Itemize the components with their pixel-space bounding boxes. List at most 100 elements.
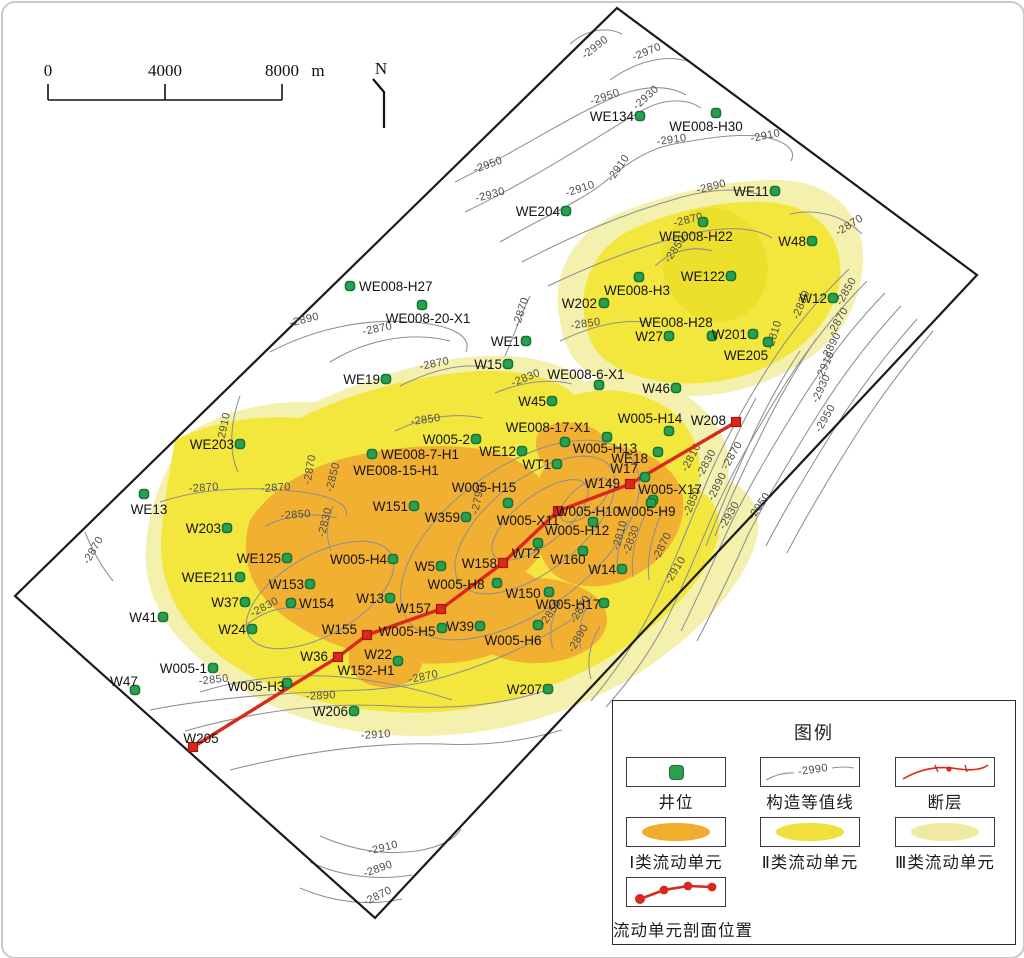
contour-value-label: -2850 [570,316,602,332]
well-marker [435,560,447,572]
well-label: W206 [313,704,348,719]
well-marker [806,235,818,247]
well-marker [392,655,404,667]
well-label: WE008-H3 [604,283,670,298]
well-marker [221,522,233,534]
well-label: W005-2 [423,432,470,447]
well-marker [697,216,709,228]
well-label: W005-H5 [378,624,435,639]
well-label: W22 [364,647,392,662]
legend: 图例 -2990 井位 构造等值线 断层 [612,700,1016,945]
well-label: W24 [218,622,246,637]
well-label: W158 [462,556,497,571]
well-marker [234,571,246,583]
well-marker [129,684,141,696]
well-marker [207,662,219,674]
well-label: WE008-15-H1 [353,463,439,478]
well-marker [281,677,293,689]
well-marker [769,185,781,197]
class2-unit-core [662,207,768,323]
well-label: W36 [300,649,328,664]
structural-contour-lines [84,29,934,904]
contour-value-label: -2850 [198,672,229,687]
contour-value-label: -2870 [302,454,319,486]
well-marker [762,336,774,348]
well-label: WE008-7-H1 [381,447,459,462]
contour-value-label: -2870 [511,296,532,328]
contour-value-label: -2950 [589,87,621,108]
class2-unit-icon [776,822,844,841]
well-label: W005-X11 [497,513,560,528]
well-label: W005-1 [160,661,207,676]
well-label: WE008-20-X1 [386,311,471,326]
contour-value-label: -2850 [410,412,442,428]
well-marker [634,110,646,122]
well-marker [304,578,316,590]
contour-value-label: -2890 [305,689,336,703]
well-label: W37 [211,595,239,610]
section-point-marker [624,478,636,490]
well-marker [827,292,839,304]
contour-value-label: -2910 [564,179,596,200]
well-label: W005-H3 [227,679,284,694]
well-label: W359 [425,510,460,525]
well-marker [502,497,514,509]
well-label: WE204 [516,204,561,219]
well-label: W48 [778,234,806,249]
well-label: W5 [415,559,435,574]
well-label: W202 [562,296,597,311]
well-label: WE008-H27 [359,279,433,294]
class3-unit-icon [911,822,979,841]
contour-value-label: -2870 [362,884,394,908]
north-arrow-icon [372,78,386,128]
well-label: WE12 [479,444,516,459]
well-marker [234,438,246,450]
section-point-marker [187,741,199,753]
contour-value-label: -2890 [362,858,394,880]
well-label: W005-H15 [452,480,517,495]
well-label: WE1 [491,334,520,349]
well-label: W005-H9 [618,504,675,519]
well-label: WEE211 [182,570,234,585]
map-boundary [13,6,979,920]
well-marker [246,623,258,635]
well-label: W201 [712,327,747,342]
scale-bar-tick-label: 4000 [148,61,182,80]
well-marker [663,330,675,342]
well-label: WE11 [733,184,769,199]
well-markers: WE134 WE008-H30 WE11 WE204 WE008-H22 W48 WE008… [110,107,839,753]
north-label: N [375,59,387,78]
contour-value-label: -2910 [656,132,688,148]
well-label: W15 [474,357,502,372]
well-label: W005-H8 [427,577,484,592]
well-label: W005-H10 [556,504,621,519]
well-label: WT2 [512,546,541,561]
well-label: W39 [446,619,474,634]
well-marker [747,328,759,340]
contour-value-label: -2870 [81,534,106,566]
well-label: WT1 [523,457,552,472]
section-point-marker [730,416,742,428]
well-label: WE008-17-X1 [506,420,591,435]
well-label: W12 [799,291,827,306]
section-point-marker [497,557,509,569]
legend-sample-unit1 [626,817,726,847]
well-label: WE13 [131,502,168,517]
scale-bar-tick-label: 0 [44,61,53,80]
well-marker [560,205,572,217]
legend-sample-unit2 [760,817,860,847]
well-label: W208 [691,413,726,428]
well-marker [663,425,675,437]
well-label: W153 [269,577,304,592]
legend-sample-fault [895,757,995,787]
contour-value-label: -2910 [360,728,391,742]
well-marker [542,683,554,695]
contour-value-label: -2910 [749,127,781,145]
well-label: WE134 [590,109,635,124]
section-point-marker [332,651,344,663]
well-marker [502,358,514,370]
section-line-icon [635,881,717,904]
well-label: W005-H14 [618,411,683,426]
well-label: WE122 [681,269,725,284]
